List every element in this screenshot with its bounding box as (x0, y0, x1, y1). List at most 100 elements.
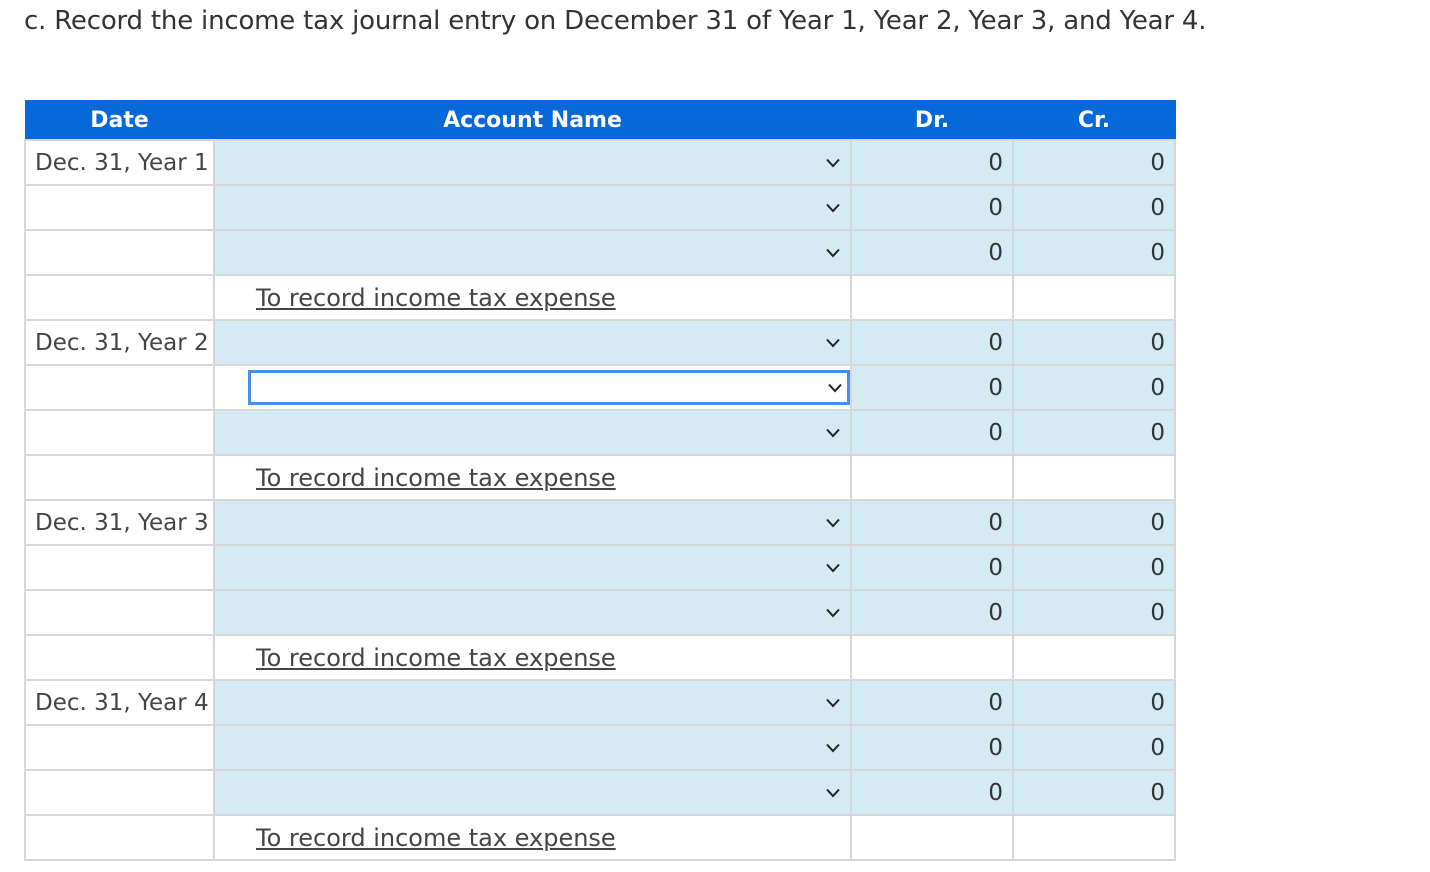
memo-debit-blank (850, 814, 1014, 861)
memo-cell: To record income tax expense (213, 814, 852, 861)
credit-amount-input[interactable]: 0 (1012, 544, 1176, 591)
chevron-down-icon[interactable] (826, 203, 840, 213)
chevron-down-icon[interactable] (826, 518, 840, 528)
column-header-debit: Dr. (850, 100, 1014, 141)
memo-credit-blank (1012, 634, 1176, 681)
journal-memo-row: To record income tax expense (24, 454, 1176, 501)
chevron-down-icon[interactable] (826, 608, 840, 618)
credit-amount-input[interactable]: 0 (1012, 364, 1176, 411)
entry-date (24, 184, 215, 231)
account-name-select[interactable] (213, 184, 852, 231)
memo-debit-blank (850, 634, 1014, 681)
credit-amount-input[interactable]: 0 (1012, 589, 1176, 636)
entry-date: Dec. 31, Year 2 (24, 319, 215, 366)
debit-amount-input[interactable]: 0 (850, 724, 1014, 771)
entry-memo: To record income tax expense (256, 643, 616, 672)
entry-memo: To record income tax expense (256, 823, 616, 852)
entry-date: Dec. 31, Year 4 (24, 679, 215, 726)
memo-date-cell (24, 634, 215, 681)
column-header-credit: Cr. (1012, 100, 1176, 141)
entry-date (24, 364, 215, 411)
memo-credit-blank (1012, 814, 1176, 861)
credit-amount-input[interactable]: 0 (1012, 724, 1176, 771)
debit-amount-input[interactable]: 0 (850, 139, 1014, 186)
entry-date (24, 229, 215, 276)
credit-amount-input[interactable]: 0 (1012, 409, 1176, 456)
memo-credit-blank (1012, 274, 1176, 321)
account-name-select[interactable] (213, 679, 852, 726)
debit-amount-input[interactable]: 0 (850, 229, 1014, 276)
column-header-account-name: Account Name (213, 100, 852, 141)
account-name-select[interactable] (213, 769, 852, 816)
chevron-down-icon[interactable] (826, 248, 840, 258)
entry-memo: To record income tax expense (256, 463, 616, 492)
credit-amount-input[interactable]: 0 (1012, 139, 1176, 186)
journal-body: Dec. 31, Year 1 0 0 0 0 0 0 To record income ta… (24, 139, 1176, 861)
journal-memo-row: To record income tax expense (24, 274, 1176, 321)
chevron-down-icon[interactable] (826, 428, 840, 438)
entry-date: Dec. 31, Year 3 (24, 499, 215, 546)
account-name-select[interactable] (213, 229, 852, 276)
journal-memo-row: To record income tax expense (24, 814, 1176, 861)
credit-amount-input[interactable]: 0 (1012, 499, 1176, 546)
debit-amount-input[interactable]: 0 (850, 589, 1014, 636)
entry-memo: To record income tax expense (256, 283, 616, 312)
journal-memo-row: To record income tax expense (24, 634, 1176, 681)
memo-date-cell (24, 454, 215, 501)
account-name-select-focused[interactable] (248, 370, 850, 405)
memo-credit-blank (1012, 454, 1176, 501)
account-name-select[interactable] (213, 544, 852, 591)
entry-date (24, 409, 215, 456)
entry-date (24, 769, 215, 816)
journal-entry-table: Date Account Name Dr. Cr. Dec. 31, Year … (24, 100, 1176, 861)
debit-amount-input[interactable]: 0 (850, 184, 1014, 231)
debit-amount-input[interactable]: 0 (850, 769, 1014, 816)
account-name-select[interactable] (213, 364, 852, 411)
chevron-down-icon[interactable] (826, 338, 840, 348)
account-name-select[interactable] (213, 499, 852, 546)
entry-date (24, 544, 215, 591)
chevron-down-icon[interactable] (826, 158, 840, 168)
debit-amount-input[interactable]: 0 (850, 499, 1014, 546)
memo-cell: To record income tax expense (213, 274, 852, 321)
debit-amount-input[interactable]: 0 (850, 544, 1014, 591)
credit-amount-input[interactable]: 0 (1012, 769, 1176, 816)
entry-date (24, 724, 215, 771)
credit-amount-input[interactable]: 0 (1012, 229, 1176, 276)
account-name-select[interactable] (213, 589, 852, 636)
debit-amount-input[interactable]: 0 (850, 364, 1014, 411)
chevron-down-icon[interactable] (826, 698, 840, 708)
chevron-down-icon[interactable] (828, 383, 842, 393)
account-name-select[interactable] (213, 139, 852, 186)
debit-amount-input[interactable]: 0 (850, 679, 1014, 726)
credit-amount-input[interactable]: 0 (1012, 679, 1176, 726)
memo-debit-blank (850, 274, 1014, 321)
chevron-down-icon[interactable] (826, 743, 840, 753)
column-header-date: Date (24, 100, 215, 141)
account-name-select[interactable] (213, 409, 852, 456)
memo-date-cell (24, 814, 215, 861)
chevron-down-icon[interactable] (826, 563, 840, 573)
memo-debit-blank (850, 454, 1014, 501)
debit-amount-input[interactable]: 0 (850, 409, 1014, 456)
memo-cell: To record income tax expense (213, 454, 852, 501)
account-name-select[interactable] (213, 319, 852, 366)
chevron-down-icon[interactable] (826, 788, 840, 798)
debit-amount-input[interactable]: 0 (850, 319, 1014, 366)
entry-date: Dec. 31, Year 1 (24, 139, 215, 186)
credit-amount-input[interactable]: 0 (1012, 319, 1176, 366)
account-name-select[interactable] (213, 724, 852, 771)
credit-amount-input[interactable]: 0 (1012, 184, 1176, 231)
